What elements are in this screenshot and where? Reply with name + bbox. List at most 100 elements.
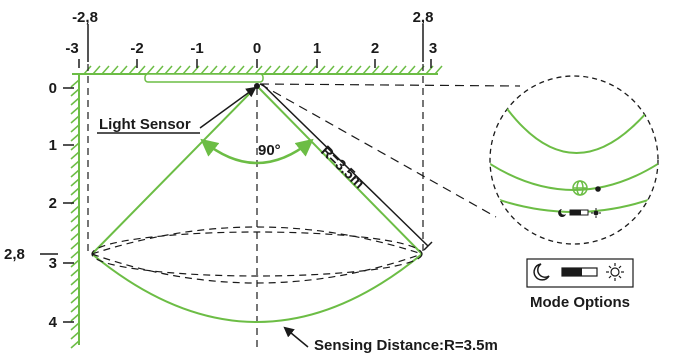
wall-hatch-mark (70, 151, 80, 160)
wall-hatch-mark (70, 124, 80, 133)
x-axis: -3 -2 -1 0 1 2 3 -2,8 2,8 (65, 9, 437, 68)
ceiling-hatch-mark (308, 65, 317, 75)
ceiling-hatch-mark (407, 65, 416, 75)
ceiling-hatch-mark (353, 65, 362, 75)
x-tick-label: -3 (65, 40, 78, 57)
radius-dimension-line (261, 83, 429, 247)
ceiling-hatch-mark (344, 65, 353, 75)
ceiling-hatch-mark (272, 65, 281, 75)
ceiling-hatch-mark (398, 65, 407, 75)
radius-end-cap (423, 241, 433, 251)
ceiling-hatch-mark (254, 65, 263, 75)
y-tick-label: 4 (49, 314, 58, 331)
wall-hatch-mark (70, 223, 80, 232)
ceiling-hatch-mark (236, 65, 245, 75)
ceiling-hatch-mark (92, 65, 101, 75)
y-axis: 0 1 2 3 4 2,8 (4, 80, 74, 331)
ceiling-hatch-mark (191, 65, 200, 75)
radius-label: R=3.5m (317, 143, 368, 193)
ceiling-hatch-mark (128, 65, 137, 75)
y-tick-label: 0 (49, 80, 57, 97)
sensing-distance-leader (283, 326, 309, 348)
sun-icon (591, 208, 601, 218)
ceiling-hatch-mark (371, 65, 380, 75)
wall-hatch-mark (70, 232, 80, 241)
light-sensor-leader (199, 86, 257, 129)
globe-icon (572, 180, 588, 196)
wall-hatch-mark (70, 286, 80, 295)
wall-hatch-mark (70, 241, 80, 250)
wall-hatch-mark (70, 295, 80, 304)
ceiling-hatch-mark (119, 65, 128, 75)
ceiling-hatch-mark (155, 65, 164, 75)
wall-hatch-mark (70, 106, 80, 115)
ceiling-hatch-mark (101, 65, 110, 75)
detection-cone (91, 83, 423, 323)
wall-hatch-mark (70, 331, 80, 340)
wall-hatch-mark (70, 304, 80, 313)
left-wall (70, 74, 80, 349)
ceiling-hatch-mark (182, 65, 191, 75)
ceiling-hatch-mark (362, 65, 371, 75)
ceiling-hatch-mark (227, 65, 236, 75)
ceiling-hatch-mark (200, 65, 209, 75)
wall-hatch-mark (70, 142, 80, 151)
moon-icon (558, 209, 566, 217)
sun-icon (606, 263, 624, 281)
ceiling-hatch-mark (173, 65, 182, 75)
x-tick-label: 2 (371, 40, 379, 57)
wall-hatch-mark (70, 268, 80, 277)
x-tick-label: 3 (429, 40, 437, 57)
ceiling-hatch-mark (434, 65, 443, 75)
mode-options-label: Mode Options (530, 294, 630, 311)
ceiling-hatch-mark (137, 65, 146, 75)
wall-hatch-mark (70, 79, 80, 88)
wall-hatch-mark (70, 322, 80, 331)
ceiling-hatch-mark (326, 65, 335, 75)
ceiling-hatch-mark (290, 65, 299, 75)
wall-hatch-mark (70, 97, 80, 106)
x-tick-label: 0 (253, 40, 261, 57)
y-edge-label: 2,8 (4, 246, 25, 263)
y-tick-label: 3 (49, 255, 57, 272)
moon-icon (533, 263, 550, 281)
light-sensor-bar (144, 73, 264, 83)
ceiling-hatch-mark (335, 65, 344, 75)
wall-hatch-mark (70, 160, 80, 169)
sensor-zoom-view (489, 75, 659, 245)
wall-hatch-mark (70, 250, 80, 259)
wall-hatch-mark (70, 313, 80, 322)
wall-hatch-mark (70, 133, 80, 142)
ceiling-hatch-mark (317, 65, 326, 75)
wall-hatch-mark (70, 178, 80, 187)
ceiling-hatch-mark (299, 65, 308, 75)
mini-mode-switch (558, 208, 601, 218)
x-tick-label: -2 (130, 40, 143, 57)
wall-hatch-mark (70, 187, 80, 196)
angle-arc (200, 138, 314, 165)
wall-hatch-mark (70, 205, 80, 214)
ceiling-hatch-mark (281, 65, 290, 75)
ceiling-hatch-mark (245, 65, 254, 75)
guide-lines (87, 64, 424, 352)
y-tick-label: 2 (49, 195, 57, 212)
x-tick-label: 1 (313, 40, 321, 57)
ceiling-hatch-mark (164, 65, 173, 75)
x-edge-label-right: 2,8 (413, 9, 434, 26)
sensing-distance-label: Sensing Distance:R=3.5m (314, 337, 498, 354)
x-edge-label-left: -2,8 (72, 9, 98, 26)
light-sensor-label: Light Sensor (99, 116, 191, 133)
ceiling-hatch-mark (218, 65, 227, 75)
wall-hatch-mark (70, 115, 80, 124)
mode-options: Mode Options (526, 258, 634, 311)
ceiling-hatch-mark (425, 65, 434, 75)
wall-hatch-mark (70, 259, 80, 268)
wall-hatch-mark (70, 169, 80, 178)
angle-label: 90° (258, 142, 281, 159)
ceiling-hatch-mark (146, 65, 155, 75)
ceiling-hatch-mark (389, 65, 398, 75)
wall-hatch-mark (70, 214, 80, 223)
slider-switch-icon (561, 267, 598, 277)
x-tick-label: -1 (190, 40, 203, 57)
